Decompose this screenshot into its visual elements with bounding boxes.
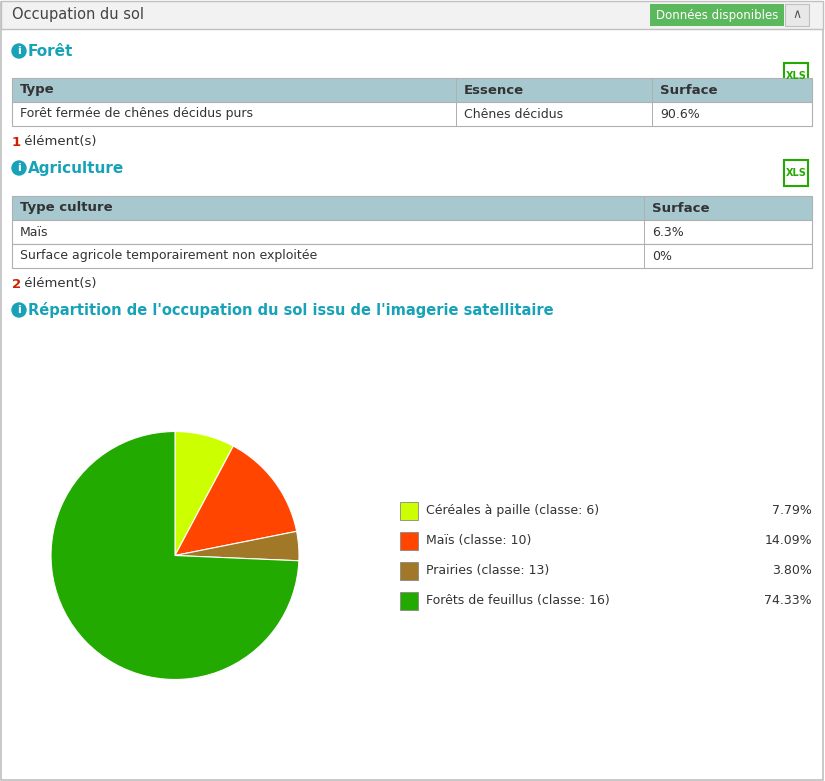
Text: Chênes décidus: Chênes décidus xyxy=(464,108,563,120)
Bar xyxy=(400,591,418,609)
Text: 1: 1 xyxy=(12,135,21,148)
Text: i: i xyxy=(17,46,21,56)
Text: i: i xyxy=(17,305,21,315)
Text: Prairies (classe: 13): Prairies (classe: 13) xyxy=(426,564,549,577)
Text: Données disponibles: Données disponibles xyxy=(656,9,778,22)
Text: XLS: XLS xyxy=(785,71,807,81)
Text: Type: Type xyxy=(20,84,54,97)
Text: 74.33%: 74.33% xyxy=(765,594,812,607)
Text: XLS: XLS xyxy=(785,168,807,178)
Bar xyxy=(12,196,812,220)
Wedge shape xyxy=(175,446,297,555)
Text: 7.79%: 7.79% xyxy=(772,504,812,517)
Bar xyxy=(784,63,808,89)
Wedge shape xyxy=(175,531,299,561)
Bar xyxy=(12,102,812,126)
Bar xyxy=(400,562,418,580)
Text: Occupation du sol: Occupation du sol xyxy=(12,8,144,23)
Bar xyxy=(1,1,823,29)
Text: Forêt: Forêt xyxy=(28,44,73,59)
Bar xyxy=(400,501,418,519)
Text: élément(s): élément(s) xyxy=(20,135,97,148)
Bar xyxy=(650,4,784,26)
Text: 90.6%: 90.6% xyxy=(660,108,700,120)
Text: Type culture: Type culture xyxy=(20,201,113,215)
Text: Céréales à paille (classe: 6): Céréales à paille (classe: 6) xyxy=(426,504,599,517)
Bar xyxy=(12,78,812,102)
Text: ∧: ∧ xyxy=(793,9,802,22)
Wedge shape xyxy=(175,431,233,555)
Circle shape xyxy=(12,303,26,317)
Text: 2: 2 xyxy=(12,277,21,291)
Text: 6.3%: 6.3% xyxy=(652,226,684,238)
Text: élément(s): élément(s) xyxy=(20,277,97,291)
Text: Essence: Essence xyxy=(464,84,524,97)
Text: Surface: Surface xyxy=(660,84,718,97)
Bar xyxy=(12,244,812,268)
Text: Maïs (classe: 10): Maïs (classe: 10) xyxy=(426,534,531,547)
Text: Maïs: Maïs xyxy=(20,226,49,238)
Text: Répartition de l'occupation du sol issu de l'imagerie satellitaire: Répartition de l'occupation du sol issu … xyxy=(28,302,554,318)
Circle shape xyxy=(12,161,26,175)
Bar xyxy=(784,160,808,186)
Bar xyxy=(12,220,812,244)
Text: Forêts de feuillus (classe: 16): Forêts de feuillus (classe: 16) xyxy=(426,594,610,607)
Text: 0%: 0% xyxy=(652,249,672,262)
Text: Forêt fermée de chênes décidus purs: Forêt fermée de chênes décidus purs xyxy=(20,108,253,120)
Text: 14.09%: 14.09% xyxy=(765,534,812,547)
Bar xyxy=(400,532,418,550)
Wedge shape xyxy=(51,431,299,679)
Text: Agriculture: Agriculture xyxy=(28,161,125,176)
Text: 3.80%: 3.80% xyxy=(772,564,812,577)
Text: i: i xyxy=(17,163,21,173)
Text: Surface agricole temporairement non exploitée: Surface agricole temporairement non expl… xyxy=(20,249,318,262)
Bar xyxy=(785,4,809,26)
Circle shape xyxy=(12,44,26,58)
Text: Surface: Surface xyxy=(652,201,710,215)
